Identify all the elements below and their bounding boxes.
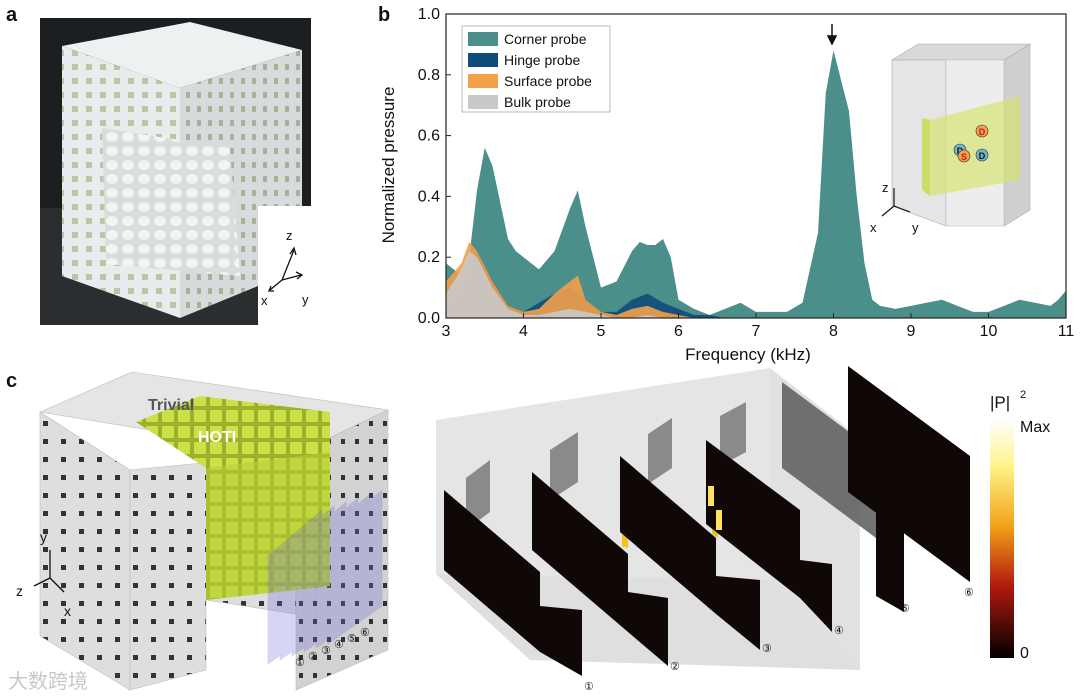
probe-inset: D D S D z x y: [870, 43, 1032, 235]
legend-label-surface: Surface probe: [504, 73, 592, 89]
label-trivial: Trivial: [148, 397, 194, 414]
inset-axis-x: x: [870, 220, 877, 235]
cube-left-face: [39, 411, 131, 691]
panel-a-letter: a: [6, 4, 18, 26]
c-axis-x: x: [64, 603, 71, 619]
y-tick-label: 0.2: [418, 249, 440, 266]
colorbar-title: |P|: [990, 393, 1010, 412]
y-tick-label: 1.0: [418, 6, 440, 23]
legend-swatch-surface: [468, 74, 498, 88]
y-tick-label: 0.6: [418, 128, 440, 145]
cube-slice-label-1: ①: [295, 657, 305, 669]
inset-axis-y: y: [912, 220, 919, 235]
colorbar-max-label: Max: [1020, 419, 1050, 436]
inset-probe-label-1: D: [979, 127, 986, 137]
colorbar-title-superscript: 2: [1020, 389, 1026, 401]
y-axis-label: Normalized pressure: [379, 87, 398, 244]
y-tick-label: 0.8: [418, 67, 440, 84]
slice-label-4: ④: [834, 625, 844, 637]
colorbar: |P| 2 Max 0: [990, 389, 1050, 662]
cube-cutout: [102, 128, 240, 276]
cube-top-face: [62, 22, 302, 88]
slice-label-5: ⑤: [900, 603, 910, 615]
x-tick-label: 5: [597, 323, 606, 340]
x-tick-label: 6: [674, 323, 683, 340]
coordinate-axes: [268, 246, 304, 292]
legend-label-hinge: Hinge probe: [504, 52, 580, 68]
cube-slice-label-3: ③: [321, 645, 331, 657]
peak-arrow: [826, 24, 838, 46]
inset-probe-label-3: S: [961, 152, 967, 162]
x-tick-label: 8: [829, 323, 838, 340]
field-slice-4: ④: [706, 402, 844, 637]
frequency-response-chart: 3 4 5 6 7 8 9 10 11 0.0 0.2 0.4 0.6 0.8 1.0 Frequency …: [379, 6, 1075, 364]
x-tick-label: 4: [519, 323, 528, 340]
colorbar-gradient: [990, 418, 1014, 658]
series-area-bulk-probe: [446, 251, 679, 318]
panel-c-letter: c: [6, 370, 18, 392]
legend-swatch-hinge: [468, 53, 498, 67]
panel-b-letter: b: [378, 4, 391, 26]
c-axis-z: z: [16, 583, 23, 599]
x-tick-label: 9: [907, 323, 916, 340]
slice-label-6: ⑥: [964, 587, 974, 599]
field-slice-3: ③: [620, 418, 772, 655]
legend-label-bulk: Bulk probe: [504, 94, 571, 110]
watermark: 大数跨境: [8, 669, 88, 693]
legend-swatch-bulk: [468, 95, 498, 109]
slice-planes: [267, 489, 383, 665]
cube-slice-label-5: ⑤: [347, 633, 357, 645]
x-axis-label: Frequency (kHz): [685, 345, 811, 364]
field-slice-2: ②: [532, 432, 680, 673]
axis-label-y: y: [302, 292, 309, 307]
cube-slice-label-4: ④: [334, 639, 344, 651]
legend-swatch-corner: [468, 32, 498, 46]
series-area-corner-probe: [446, 50, 1066, 318]
field-slice-6: ⑥: [848, 366, 974, 599]
cutaway-cube: Trivial HOTI y z x ① ② ③ ④ ⑤ ⑥: [16, 371, 390, 691]
inset-probe-label-4: D: [979, 151, 986, 161]
x-tick-label: 11: [1058, 323, 1075, 340]
x-tick-label: 7: [752, 323, 761, 340]
label-hoti: HOTI: [198, 429, 236, 446]
x-tick-label: 3: [442, 323, 451, 340]
cube-slice-label-2: ②: [308, 651, 318, 663]
y-tick-label: 0.4: [418, 188, 440, 205]
colorbar-min-label: 0: [1020, 645, 1029, 662]
field-slices-panel: Trivial HOTI y z x ① ② ③ ④ ⑤ ⑥ ①: [16, 366, 1050, 693]
c-axis-y: y: [40, 529, 47, 545]
axis-label-z: z: [286, 228, 293, 243]
axes-inset-background: [258, 206, 311, 325]
plot-area: [446, 50, 1066, 318]
field-slices: ① ② ③ ④ ⑤: [444, 366, 974, 693]
legend-label-corner: Corner probe: [504, 31, 587, 47]
legend: Corner probe Hinge probe Surface probe B…: [461, 25, 611, 113]
tick-layer: 3 4 5 6 7 8 9 10 11 0.0 0.2 0.4 0.6 0.8 1.0: [418, 6, 1075, 340]
y-tick-label: 0.0: [418, 310, 440, 327]
axis-label-x: x: [261, 293, 268, 308]
slice-label-3: ③: [762, 643, 772, 655]
cube-slice-label-6: ⑥: [360, 627, 370, 639]
lattice-photo: z x y: [40, 18, 311, 325]
field-slice-1: ①: [444, 460, 594, 693]
x-tick-label: 10: [980, 323, 998, 340]
slice-label-2: ②: [670, 661, 680, 673]
inset-axis-z: z: [882, 180, 889, 195]
slice-label-1: ①: [584, 681, 594, 693]
